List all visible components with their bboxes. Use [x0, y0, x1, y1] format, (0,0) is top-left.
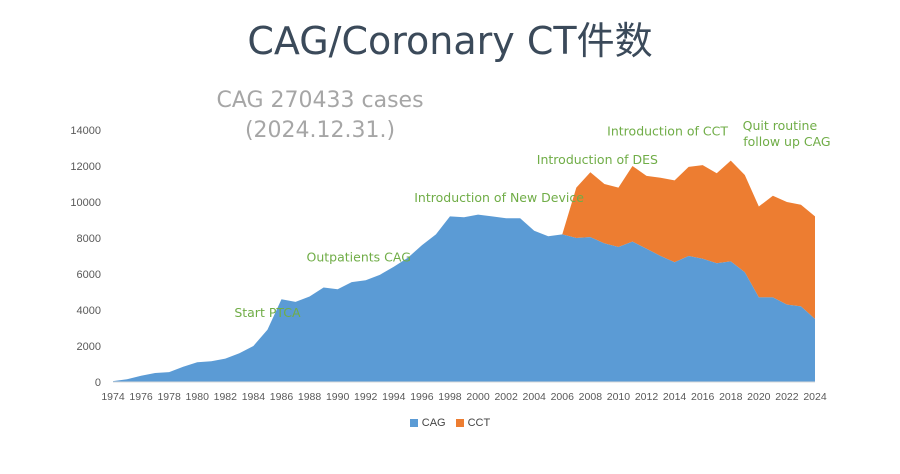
y-tick-label: 0: [95, 377, 101, 389]
x-tick-label: 2002: [494, 391, 518, 403]
legend-label-cct: CCT: [467, 417, 491, 429]
x-tick-label: 2010: [607, 391, 631, 403]
chart-annotation: follow up CAG: [743, 134, 830, 149]
x-tick-label: 1990: [326, 391, 350, 403]
legend-label-cag: CAG: [421, 417, 446, 429]
x-tick-label: 1982: [214, 391, 238, 403]
legend-swatch-cct: [455, 419, 464, 427]
y-tick-label: 10000: [70, 197, 101, 209]
y-tick-label: 12000: [70, 161, 101, 173]
x-tick-label: 2018: [719, 391, 743, 403]
legend-swatch-cag: [409, 419, 418, 427]
x-tick-label: 1980: [186, 391, 210, 403]
legend-item-cct: CCT: [455, 417, 491, 429]
x-tick-label: 2006: [551, 391, 575, 403]
x-tick-label: 2004: [523, 391, 547, 403]
chart-annotation: Introduction of DES: [537, 152, 658, 167]
chart-annotation: Start PTCA: [234, 305, 301, 320]
x-tick-label: 2022: [775, 391, 799, 403]
x-tick-label: 2016: [691, 391, 715, 403]
x-tick-label: 1994: [382, 391, 406, 403]
x-tick-label: 1992: [354, 391, 378, 403]
x-tick-label: 2020: [747, 391, 771, 403]
y-tick-label: 4000: [77, 305, 101, 317]
cag-area: [113, 214, 815, 382]
x-tick-label: 2000: [466, 391, 490, 403]
x-tick-label: 1986: [270, 391, 294, 403]
chart-annotation: Introduction of New Device: [414, 190, 584, 205]
x-tick-label: 2008: [579, 391, 603, 403]
chart-legend: CAG CCT: [0, 417, 900, 429]
cct-area: [113, 160, 815, 382]
x-tick-label: 2014: [663, 391, 687, 403]
x-tick-label: 2024: [803, 391, 827, 403]
y-tick-label: 14000: [70, 125, 101, 137]
x-tick-label: 1988: [298, 391, 322, 403]
x-tick-label: 1984: [242, 391, 266, 403]
chart-annotation: Introduction of CCT: [607, 123, 728, 138]
x-tick-label: 1978: [157, 391, 181, 403]
chart-annotation: Quit routine: [743, 118, 818, 133]
x-tick-label: 1996: [410, 391, 434, 403]
y-tick-label: 8000: [77, 233, 101, 245]
chart-annotation: Outpatients CAG: [307, 249, 411, 264]
x-tick-label: 1998: [438, 391, 462, 403]
x-tick-label: 2012: [635, 391, 659, 403]
x-tick-label: 1974: [101, 391, 125, 403]
chart-subtitle-cases: CAG 270433 cases: [216, 88, 424, 113]
chart-subtitle-date: (2024.12.31.): [244, 118, 396, 143]
x-tick-label: 1976: [129, 391, 153, 403]
legend-item-cag: CAG: [409, 417, 446, 429]
y-tick-label: 6000: [77, 269, 101, 281]
y-tick-label: 2000: [77, 341, 101, 353]
chart-title: CAG/Coronary CT件数: [247, 19, 653, 63]
